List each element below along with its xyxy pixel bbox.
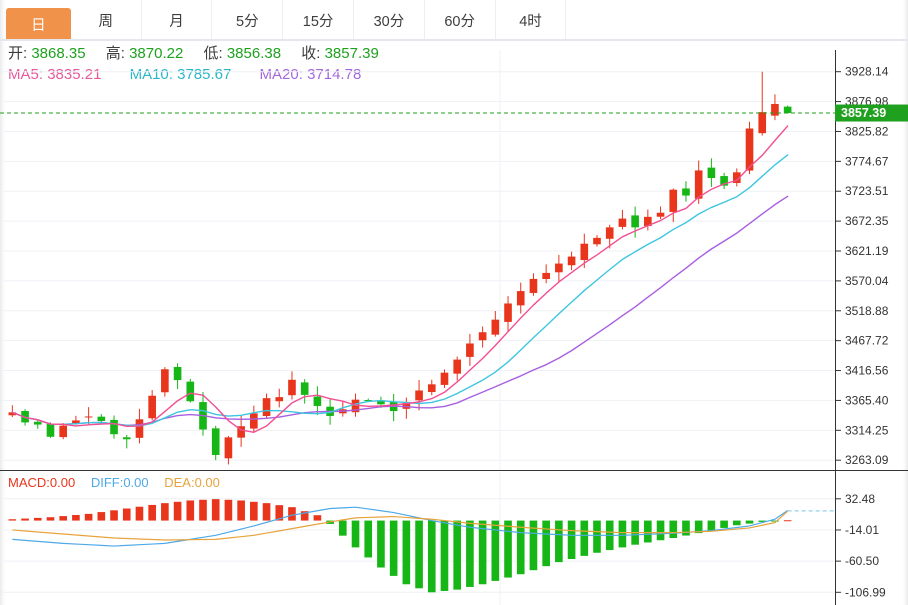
- svg-text:3621.19: 3621.19: [845, 244, 889, 258]
- svg-text:3365.40: 3365.40: [845, 393, 889, 407]
- svg-text:3263.09: 3263.09: [845, 453, 889, 467]
- svg-text:32.48: 32.48: [845, 492, 875, 506]
- svg-text:3928.14: 3928.14: [845, 65, 889, 79]
- svg-text:-60.50: -60.50: [845, 554, 879, 568]
- svg-text:3570.04: 3570.04: [845, 274, 889, 288]
- svg-text:3774.67: 3774.67: [845, 154, 889, 168]
- svg-text:3467.72: 3467.72: [845, 334, 889, 348]
- svg-text:-14.01: -14.01: [845, 523, 879, 537]
- svg-text:3416.56: 3416.56: [845, 364, 889, 378]
- svg-text:3672.35: 3672.35: [845, 214, 889, 228]
- svg-text:3857.39: 3857.39: [841, 106, 886, 120]
- svg-text:-106.99: -106.99: [845, 585, 886, 599]
- svg-text:3518.88: 3518.88: [845, 304, 889, 318]
- svg-text:3825.82: 3825.82: [845, 124, 889, 138]
- svg-text:3314.25: 3314.25: [845, 423, 889, 437]
- svg-text:3723.51: 3723.51: [845, 184, 889, 198]
